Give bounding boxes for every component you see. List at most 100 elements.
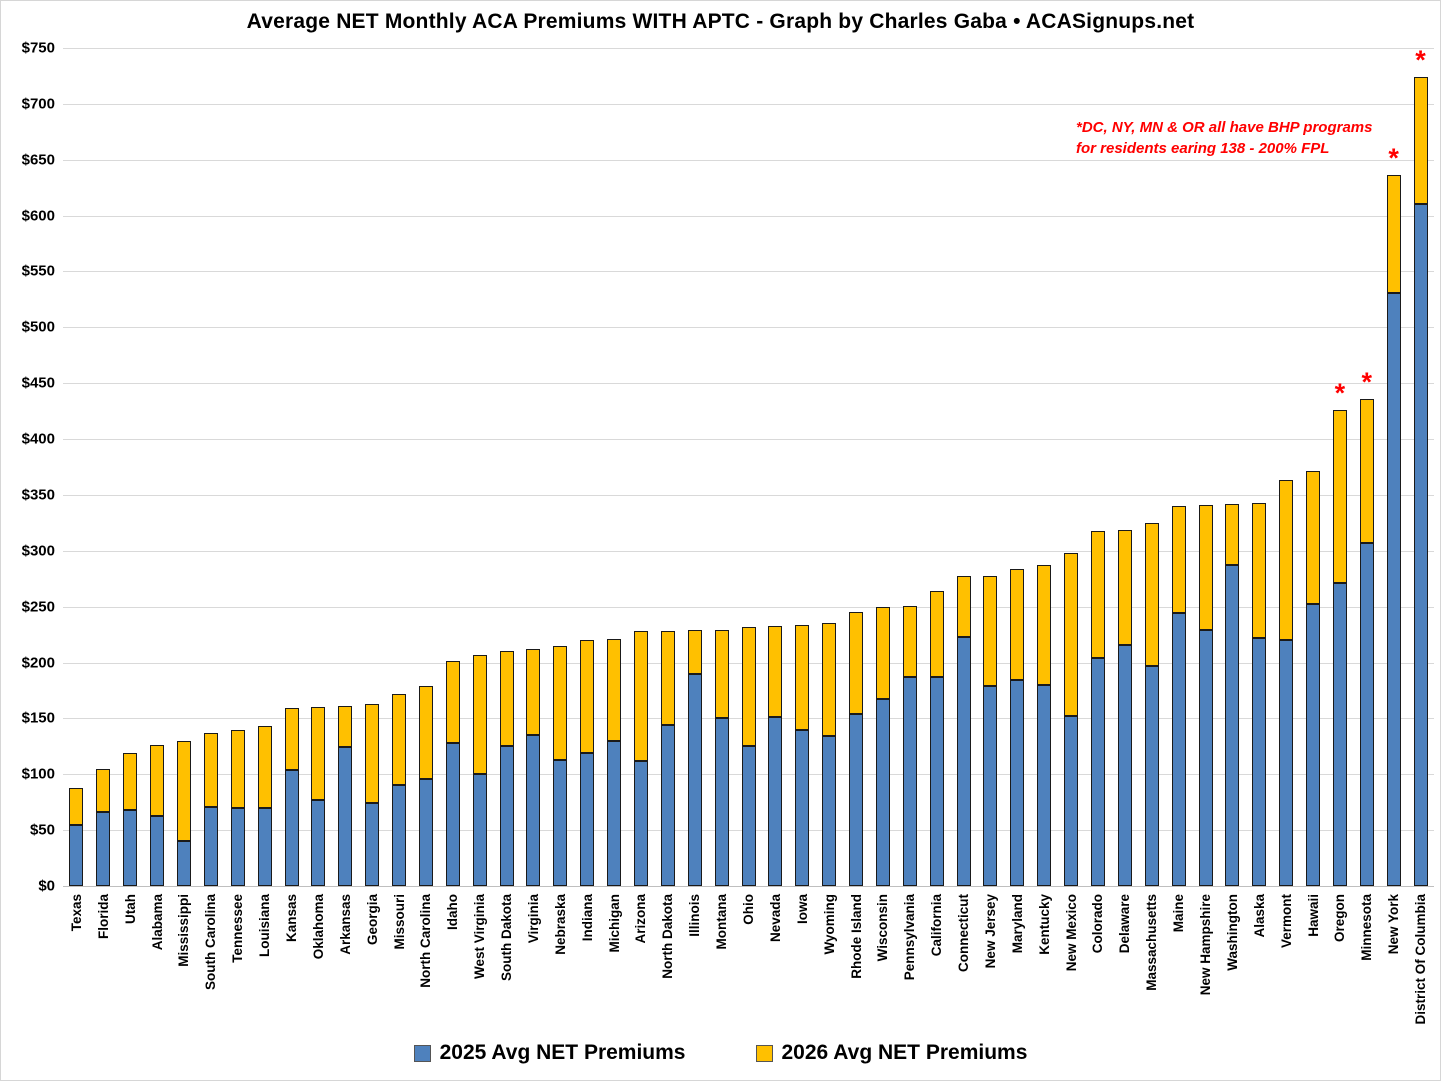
x-axis-label-south-carolina: South Carolina	[203, 894, 219, 991]
bar-north-carolina	[418, 685, 433, 886]
bar-segment-2026	[1090, 530, 1105, 659]
bar-segment-2026	[1117, 529, 1132, 645]
bar-segment-2026	[1064, 553, 1079, 717]
x-axis-label-connecticut: Connecticut	[956, 894, 972, 973]
y-axis-tick-650: $650	[21, 151, 55, 169]
bar-segment-2026	[257, 726, 272, 808]
bar-segment-2026	[607, 639, 622, 741]
bar-segment-2026	[96, 768, 111, 813]
bar-segment-2026	[499, 651, 514, 747]
bar-segment-2026	[875, 606, 890, 700]
bar-connecticut	[956, 576, 971, 886]
x-axis-label-minnesota: Minnesota	[1359, 894, 1375, 961]
bar-segment-2026	[983, 576, 998, 686]
x-axis-label-illinois: Illinois	[687, 894, 703, 937]
bar-south-dakota	[499, 651, 514, 886]
x-axis-label-alabama: Alabama	[149, 894, 165, 951]
bar-segment-2025	[203, 806, 218, 886]
bar-louisiana	[257, 726, 272, 886]
bar-segment-2025	[526, 735, 541, 886]
bar-new-mexico	[1064, 553, 1079, 886]
bar-segment-2026	[580, 640, 595, 754]
x-axis-label-colorado: Colorado	[1090, 894, 1106, 954]
bar-kentucky	[1037, 565, 1052, 886]
gridline-550	[63, 271, 1434, 273]
bar-segment-2025	[1225, 565, 1240, 886]
bar-wyoming	[822, 623, 837, 886]
x-axis-label-delaware: Delaware	[1117, 894, 1133, 954]
legend-swatch-2026-icon	[755, 1044, 773, 1062]
bar-segment-2025	[633, 760, 648, 886]
legend-label-2025: 2025 Avg NET Premiums	[439, 1041, 686, 1064]
bar-segment-2025	[929, 677, 944, 886]
bar-segment-2025	[1010, 680, 1025, 886]
bar-segment-2026	[1171, 506, 1186, 614]
gridline-750	[63, 48, 1434, 49]
bhp-annotation-line1: *DC, NY, MN & OR all have BHP programs	[1076, 119, 1373, 136]
bar-virginia	[526, 649, 541, 886]
x-axis-label-rhode-island: Rhode Island	[848, 894, 864, 979]
bar-segment-2025	[983, 685, 998, 886]
x-axis-label-new-york: New York	[1386, 894, 1402, 955]
y-axis-tick-550: $550	[21, 262, 55, 280]
bar-oregon	[1332, 410, 1347, 886]
chart-title: Average NET Monthly ACA Premiums WITH AP…	[246, 10, 1195, 33]
bar-segment-2026	[203, 732, 218, 807]
bar-segment-2025	[849, 713, 864, 886]
bar-segment-2025	[741, 746, 756, 886]
x-axis-label-kansas: Kansas	[284, 894, 299, 943]
bhp-asterisk-icon-oregon: *	[1334, 378, 1346, 409]
x-axis-label-maine: Maine	[1171, 894, 1187, 933]
bhp-annotation-line2: for residents earing 138 - 200% FPL	[1076, 140, 1330, 157]
bar-segment-2025	[956, 636, 971, 886]
bar-florida	[96, 768, 111, 886]
bar-segment-2026	[687, 630, 702, 674]
x-axis-label-west-virginia: West Virginia	[472, 894, 488, 980]
bar-segment-2026	[1037, 565, 1052, 685]
x-axis-label-tennessee: Tennessee	[230, 894, 246, 963]
x-axis-label-california: California	[929, 894, 945, 957]
x-axis-label-michigan: Michigan	[606, 894, 622, 953]
bar-north-dakota	[660, 631, 675, 886]
bar-segment-2026	[472, 654, 487, 775]
bar-alaska	[1252, 502, 1267, 886]
bar-segment-2026	[929, 591, 944, 678]
bar-segment-2025	[902, 677, 917, 886]
bar-segment-2025	[580, 753, 595, 886]
bar-segment-2026	[123, 753, 138, 810]
x-axis-label-washington: Washington	[1224, 894, 1240, 971]
bar-segment-2025	[660, 725, 675, 886]
bar-segment-2026	[284, 708, 299, 770]
bar-georgia	[365, 703, 380, 886]
x-axis-label-iowa: Iowa	[794, 894, 810, 925]
bar-segment-2025	[1332, 583, 1347, 886]
bar-kansas	[284, 708, 299, 886]
bar-california	[929, 591, 944, 886]
bar-segment-2025	[123, 810, 138, 886]
bar-colorado	[1090, 530, 1105, 886]
bar-new-hampshire	[1198, 504, 1213, 886]
bar-segment-2025	[875, 699, 890, 886]
bar-new-york	[1386, 175, 1401, 886]
bar-segment-2026	[714, 630, 729, 719]
bar-indiana	[580, 640, 595, 886]
bar-west-virginia	[472, 654, 487, 886]
x-axis-label-arkansas: Arkansas	[337, 894, 353, 955]
x-axis-label-alaska: Alaska	[1251, 894, 1267, 938]
y-axis-tick-50: $50	[29, 821, 55, 839]
bar-segment-2026	[176, 740, 191, 842]
bar-segment-2026	[902, 605, 917, 678]
bar-segment-2026	[741, 626, 756, 747]
x-axis-label-texas: Texas	[68, 894, 84, 932]
bar-segment-2025	[768, 717, 783, 886]
bar-segment-2026	[660, 631, 675, 726]
x-axis-label-utah: Utah	[122, 894, 138, 924]
bar-segment-2026	[1306, 471, 1321, 605]
y-axis-tick-150: $150	[21, 709, 55, 727]
bar-segment-2025	[392, 785, 407, 886]
bar-segment-2025	[230, 807, 245, 886]
bar-segment-2025	[257, 807, 272, 886]
bar-segment-2026	[365, 703, 380, 804]
x-axis-label-new-jersey: New Jersey	[982, 894, 998, 969]
